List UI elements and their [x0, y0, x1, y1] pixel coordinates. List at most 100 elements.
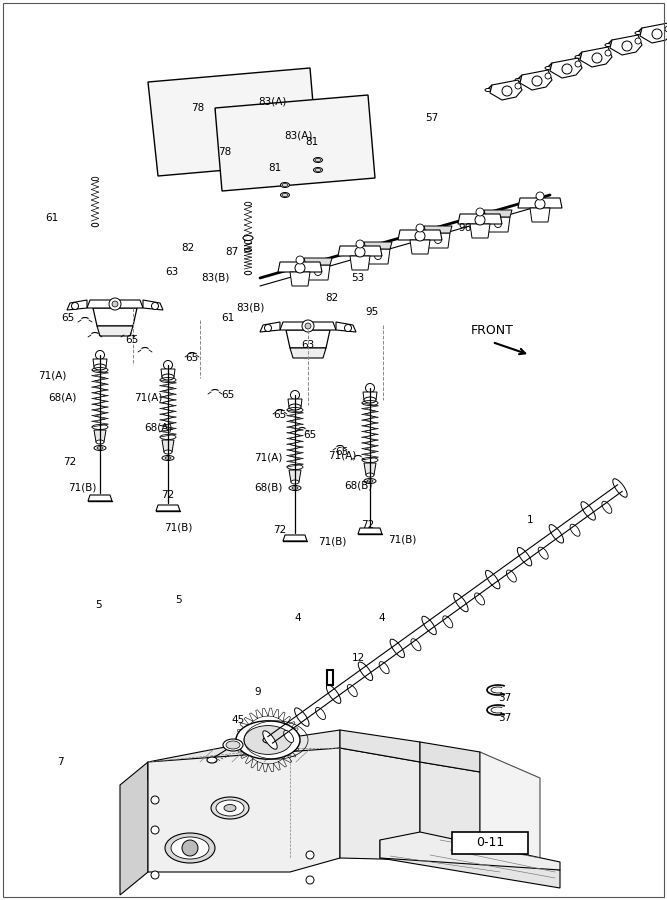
Ellipse shape: [171, 837, 209, 859]
Ellipse shape: [243, 236, 253, 240]
Ellipse shape: [245, 248, 251, 252]
Ellipse shape: [538, 547, 548, 559]
Text: 0-11: 0-11: [476, 836, 504, 850]
Text: 72: 72: [161, 490, 175, 500]
Text: 68(B): 68(B): [254, 483, 282, 493]
Text: 5: 5: [175, 595, 181, 605]
Circle shape: [109, 298, 121, 310]
Circle shape: [562, 64, 572, 74]
Circle shape: [344, 325, 352, 331]
Polygon shape: [338, 246, 382, 256]
Polygon shape: [364, 242, 392, 249]
Polygon shape: [420, 762, 480, 862]
Ellipse shape: [545, 67, 551, 69]
Ellipse shape: [602, 501, 612, 513]
Text: 87: 87: [225, 247, 239, 257]
Ellipse shape: [282, 194, 288, 196]
Ellipse shape: [263, 731, 277, 749]
Ellipse shape: [475, 593, 484, 605]
Text: 68(A): 68(A): [48, 393, 76, 403]
Polygon shape: [380, 840, 560, 888]
Circle shape: [374, 253, 382, 259]
Polygon shape: [424, 226, 452, 233]
Text: 81: 81: [268, 163, 281, 173]
Polygon shape: [278, 262, 322, 272]
Polygon shape: [610, 35, 642, 55]
Text: 65: 65: [221, 390, 235, 400]
Polygon shape: [366, 249, 390, 264]
Polygon shape: [470, 224, 490, 238]
Ellipse shape: [165, 457, 171, 459]
Text: 65: 65: [61, 313, 75, 323]
Text: 83(B): 83(B): [236, 303, 264, 313]
Circle shape: [416, 224, 424, 232]
Ellipse shape: [292, 487, 298, 490]
Text: 53: 53: [352, 273, 365, 283]
Text: 81: 81: [305, 137, 319, 147]
Text: 71(A): 71(A): [327, 450, 356, 460]
Text: 45: 45: [231, 715, 245, 725]
Ellipse shape: [207, 757, 217, 763]
Ellipse shape: [575, 56, 581, 58]
Circle shape: [515, 83, 521, 89]
Text: 68(B): 68(B): [344, 480, 372, 490]
Ellipse shape: [224, 805, 236, 812]
Text: 71(B): 71(B): [68, 483, 96, 493]
Ellipse shape: [226, 741, 240, 749]
Polygon shape: [426, 233, 450, 248]
Text: 4: 4: [295, 613, 301, 623]
Polygon shape: [290, 348, 326, 358]
Ellipse shape: [613, 479, 627, 497]
Text: 12: 12: [352, 653, 365, 663]
Text: 83(B): 83(B): [201, 273, 229, 283]
Polygon shape: [336, 322, 356, 332]
Text: 72: 72: [273, 525, 287, 535]
Text: 63: 63: [165, 267, 179, 277]
Polygon shape: [286, 330, 330, 348]
Ellipse shape: [486, 571, 500, 589]
Text: 9: 9: [255, 687, 261, 697]
Ellipse shape: [364, 397, 376, 403]
Ellipse shape: [605, 43, 611, 47]
Polygon shape: [363, 392, 377, 400]
Text: 37: 37: [498, 693, 512, 703]
Ellipse shape: [91, 177, 99, 181]
Text: 71(B): 71(B): [388, 535, 416, 545]
Ellipse shape: [216, 800, 244, 816]
Text: 1: 1: [527, 515, 534, 525]
Ellipse shape: [313, 158, 323, 163]
Polygon shape: [288, 399, 302, 407]
Ellipse shape: [515, 78, 521, 82]
Ellipse shape: [165, 833, 215, 863]
Polygon shape: [306, 265, 330, 280]
Circle shape: [295, 263, 305, 273]
Polygon shape: [350, 256, 370, 270]
Ellipse shape: [348, 685, 358, 697]
Text: 96: 96: [458, 223, 472, 233]
Circle shape: [163, 361, 173, 370]
Polygon shape: [364, 463, 376, 475]
Text: 83(A): 83(A): [258, 97, 286, 107]
Text: 37: 37: [498, 713, 512, 723]
Text: 5: 5: [95, 600, 101, 610]
Text: 71(A): 71(A): [38, 370, 66, 380]
Ellipse shape: [313, 167, 323, 173]
Circle shape: [151, 302, 159, 310]
Polygon shape: [94, 430, 106, 442]
Ellipse shape: [245, 240, 251, 244]
Text: 71(B): 71(B): [164, 523, 192, 533]
Ellipse shape: [245, 271, 251, 274]
Ellipse shape: [289, 485, 301, 490]
Polygon shape: [486, 217, 510, 232]
Text: 63: 63: [301, 340, 315, 350]
Polygon shape: [304, 258, 332, 265]
Ellipse shape: [96, 440, 104, 444]
Circle shape: [652, 29, 662, 39]
Text: 61: 61: [221, 313, 235, 323]
Polygon shape: [490, 80, 522, 100]
Circle shape: [151, 796, 159, 804]
Circle shape: [315, 268, 321, 275]
Circle shape: [71, 302, 79, 310]
Polygon shape: [280, 322, 336, 330]
Polygon shape: [550, 58, 582, 78]
